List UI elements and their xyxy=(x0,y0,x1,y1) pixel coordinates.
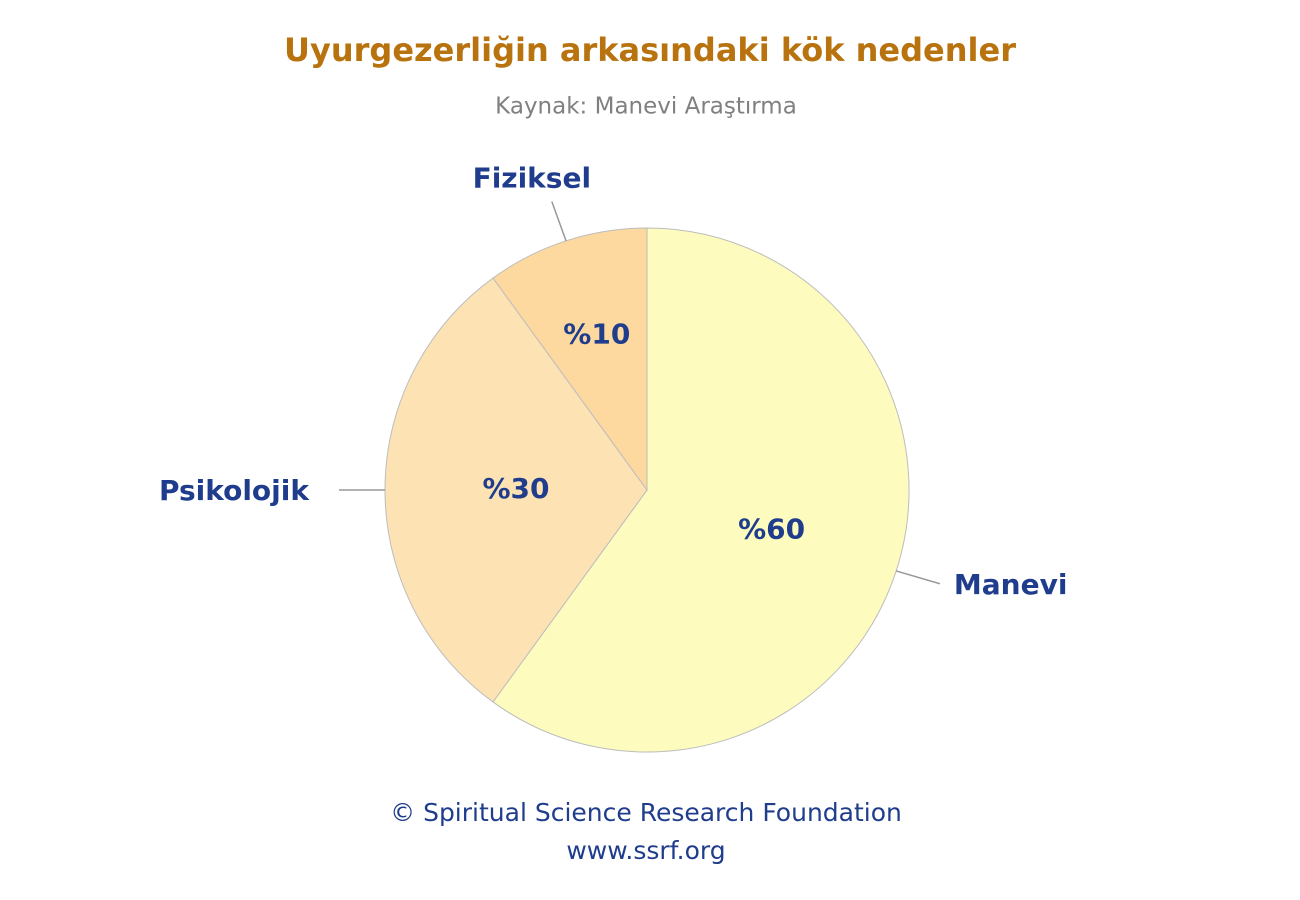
leader-line xyxy=(895,570,941,585)
value-label: %30 xyxy=(482,472,549,505)
chart-subtitle: Kaynak: Manevi Araştırma xyxy=(495,94,797,120)
category-label: Manevi xyxy=(954,568,1068,601)
value-label: %10 xyxy=(563,318,630,351)
category-label: Psikolojik xyxy=(159,474,310,507)
chart-title: Uyurgezerliğin arkasındaki kök nedenler xyxy=(284,31,1016,69)
leader-line xyxy=(551,201,567,242)
category-label: Fiziksel xyxy=(473,161,592,194)
pie-slice xyxy=(384,277,648,703)
value-label: %60 xyxy=(738,512,805,545)
pie-slice xyxy=(492,227,648,492)
footer-line: www.ssrf.org xyxy=(566,836,725,865)
footer-line: © Spiritual Science Research Foundation xyxy=(390,798,902,827)
